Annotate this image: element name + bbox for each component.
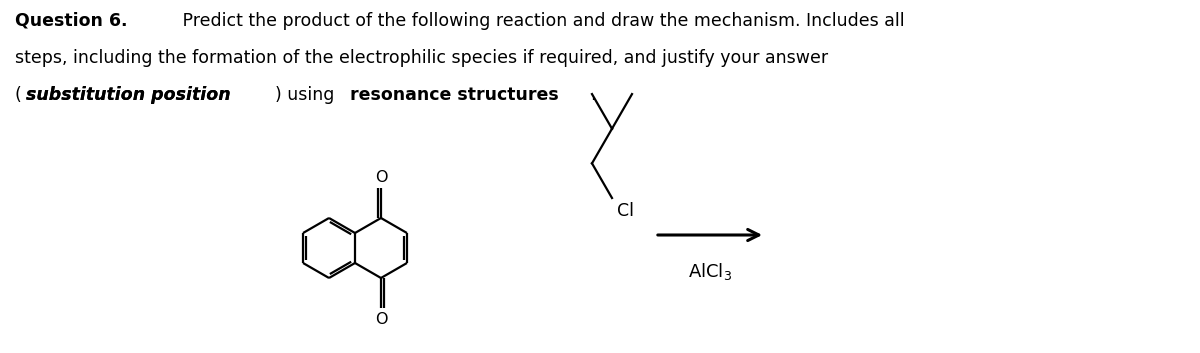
Text: steps, including the formation of the electrophilic species if required, and jus: steps, including the formation of the el… (14, 49, 828, 67)
Text: resonance structures: resonance structures (350, 86, 559, 104)
Text: .: . (590, 86, 595, 104)
Text: O: O (374, 169, 388, 185)
Text: O: O (374, 311, 388, 327)
Text: Predict the product of the following reaction and draw the mechanism. Includes a: Predict the product of the following rea… (178, 12, 905, 30)
Text: substitution position: substitution position (26, 86, 230, 104)
Text: Question 6.: Question 6. (14, 12, 127, 30)
Text: AlCl$_3$: AlCl$_3$ (688, 261, 732, 282)
Text: (: ( (14, 86, 22, 104)
Text: substitution position: substitution position (26, 86, 230, 104)
Text: ) using: ) using (275, 86, 340, 104)
Text: Cl: Cl (617, 202, 634, 220)
